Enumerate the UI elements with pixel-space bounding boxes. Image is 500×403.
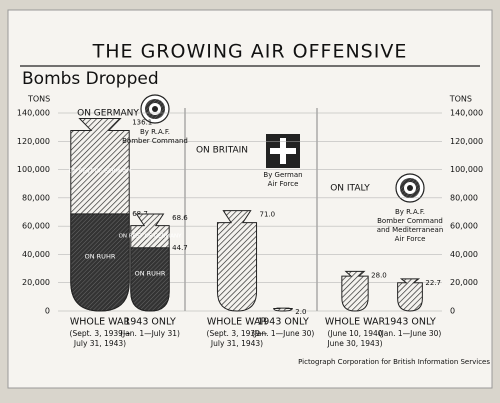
y-tick-label: 140,000	[17, 109, 50, 118]
y-tick-label: 40,000	[450, 250, 478, 259]
category-note: July 31, 1943)	[73, 339, 126, 348]
category-note: (Sept. 3, 1939—	[207, 329, 268, 338]
group-source: and Mediterranean	[377, 226, 444, 234]
x-tick-label: WHOLE WAR	[70, 317, 131, 328]
y-tick-label: 20,000	[22, 278, 50, 287]
segment-label: ON RUHR	[135, 269, 166, 277]
group-label: ON BRITAIN	[196, 146, 248, 156]
group-source: By German	[263, 171, 302, 179]
segment-label: ON RUHR	[85, 252, 116, 260]
x-tick-label: 1943 ONLY	[384, 317, 436, 328]
group-source: By R.A.F.	[395, 208, 425, 216]
category-note: (Jan. 1—June 30)	[379, 329, 442, 338]
group-label: ON ITALY	[330, 184, 370, 194]
value-label: 2.0	[295, 308, 306, 316]
group-label: ON GERMANY	[77, 109, 139, 119]
segment-label: ON REST OF GERMANY	[119, 233, 183, 239]
x-tick-label: WHOLE WAR	[207, 317, 268, 328]
y-tick-label: 0	[45, 307, 50, 316]
value-label: 136.1	[132, 119, 152, 127]
y-tick-label: 80,000	[22, 193, 50, 202]
segment-label: ON REST OF GERMANY	[69, 169, 133, 175]
y-tick-label: 40,000	[22, 250, 50, 259]
category-note: (Sept. 3, 1939—	[70, 329, 131, 338]
ruhr-value-label: 44.7	[172, 244, 188, 252]
x-tick-label: 1943 ONLY	[257, 317, 309, 328]
category-note: (Jan. 1—July 31)	[120, 329, 180, 338]
y-tick-label: 100,000	[450, 165, 483, 174]
y-tick-label: 120,000	[17, 137, 50, 146]
category-note: (Jan. 1—June 30)	[252, 329, 315, 338]
y-tick-label: 100,000	[17, 165, 50, 174]
chart-title: THE GROWING AIR OFFENSIVE	[92, 41, 408, 63]
bomb-bar	[216, 210, 258, 312]
ruhr-segment	[70, 213, 130, 312]
y-tick-label: 60,000	[22, 222, 50, 231]
group-source: Air Force	[268, 180, 299, 188]
group-source: Air Force	[395, 235, 426, 243]
roundel-icon	[140, 94, 170, 124]
roundel-icon	[395, 173, 425, 203]
y-tick-label: 60,000	[450, 222, 478, 231]
group-source: Bomber Command	[122, 137, 188, 145]
y-label-left: TONS	[27, 95, 50, 104]
group-source: Bomber Command	[377, 217, 443, 225]
chart-subtitle: Bombs Dropped	[22, 69, 159, 89]
bomb-bar	[341, 270, 369, 312]
category-note: (June 10, 1940	[327, 329, 382, 338]
y-tick-label: 80,000	[450, 193, 478, 202]
y-tick-label: 0	[450, 307, 455, 316]
category-note: July 31, 1943)	[210, 339, 263, 348]
y-tick-label: 140,000	[450, 109, 483, 118]
y-tick-label: 120,000	[450, 137, 483, 146]
cross-icon	[266, 134, 300, 168]
value-label: 28.0	[371, 271, 387, 279]
y-tick-label: 20,000	[450, 278, 478, 287]
credit: Pictograph Corporation for British Infor…	[298, 358, 490, 366]
bomb-bar	[397, 278, 423, 312]
value-label: 22.7	[425, 279, 441, 287]
x-tick-label: 1943 ONLY	[124, 317, 176, 328]
bomb-bar	[273, 307, 293, 312]
y-label-right: TONS	[449, 95, 472, 104]
ruhr-segment	[130, 247, 170, 312]
x-tick-label: WHOLE WAR	[325, 317, 386, 328]
category-note: June 30, 1943)	[326, 339, 382, 348]
value-label: 68.6	[172, 214, 188, 222]
group-source: By R.A.F.	[140, 128, 170, 136]
value-label: 71.0	[260, 211, 276, 219]
